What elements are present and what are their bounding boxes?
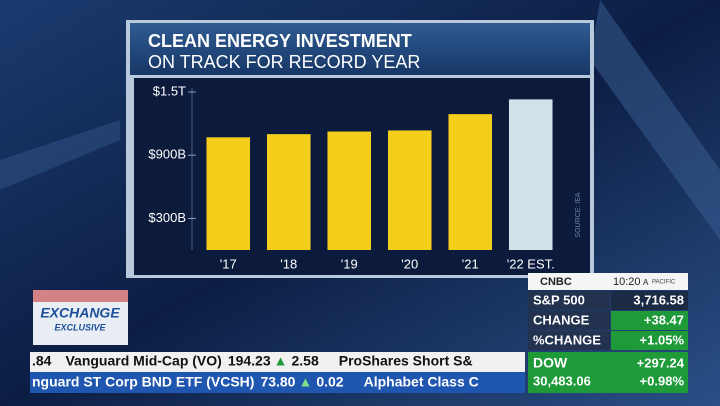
market-value-cell bbox=[611, 331, 688, 350]
market-label: %CHANGE bbox=[533, 332, 601, 347]
x-tick-label: '17 bbox=[220, 256, 237, 271]
bar bbox=[327, 131, 372, 250]
market-value-cell bbox=[611, 291, 688, 310]
x-tick-label: '20 bbox=[401, 256, 418, 271]
source-note: SOURCE: IEA bbox=[575, 192, 582, 237]
clock-ampm: A bbox=[643, 278, 649, 287]
chart-title: CLEAN ENERGY INVESTMENT bbox=[148, 31, 412, 51]
dow-pct: +0.98% bbox=[640, 373, 685, 388]
x-tick-label: '19 bbox=[341, 256, 358, 271]
clock-zone: PACIFIC bbox=[652, 280, 676, 286]
ticker-row1 bbox=[30, 352, 525, 372]
ticker-item: 194.23 bbox=[228, 353, 271, 369]
market-label-cell bbox=[528, 311, 610, 330]
market-value-cell bbox=[611, 311, 688, 330]
x-tick-label: '22 EST. bbox=[507, 256, 555, 271]
market-label: CHANGE bbox=[533, 312, 590, 327]
dow-label: DOW bbox=[533, 355, 568, 371]
bar bbox=[387, 130, 432, 250]
market-label-cell bbox=[528, 331, 610, 350]
y-tick-label: $900B bbox=[148, 147, 186, 162]
dow-value: 30,483.06 bbox=[533, 373, 591, 388]
network-logo: CNBC bbox=[540, 276, 572, 288]
bar bbox=[448, 114, 493, 251]
ticker-item: ProShares Short S& bbox=[339, 353, 473, 369]
title-box bbox=[130, 23, 590, 75]
ticker-item: ▲ bbox=[274, 353, 288, 369]
market-header bbox=[528, 273, 688, 290]
ticker-item: nguard ST Corp BND ETF (VCSH) bbox=[32, 374, 254, 390]
banner-line1: EXCHANGE bbox=[40, 305, 120, 321]
ticker-item: Vanguard Mid-Cap (VO) bbox=[65, 353, 221, 369]
ticker-item: ▲ bbox=[298, 374, 312, 390]
x-tick-label: '18 bbox=[280, 256, 297, 271]
clock-time: 10:20 bbox=[613, 276, 641, 288]
bar bbox=[206, 137, 251, 250]
ticker-row2 bbox=[30, 372, 525, 393]
dow-change: +297.24 bbox=[637, 355, 685, 370]
studio-beam bbox=[590, 0, 720, 240]
market-value: +1.05% bbox=[640, 332, 685, 347]
market-label: S&P 500 bbox=[533, 292, 585, 307]
y-tick-label: $1.5T bbox=[153, 83, 186, 98]
bar bbox=[266, 134, 311, 250]
ticker-item: 73.80 bbox=[260, 374, 295, 390]
studio-beam bbox=[0, 120, 120, 190]
ticker-item: 0.02 bbox=[316, 374, 343, 390]
dow-box bbox=[528, 352, 688, 393]
banner-line2: EXCLUSIVE bbox=[54, 322, 106, 332]
market-value: 3,716.58 bbox=[633, 292, 684, 307]
ticker-item: 2.58 bbox=[292, 353, 319, 369]
ticker-item: Alphabet Class C bbox=[364, 374, 479, 390]
chart-subtitle: ON TRACK FOR RECORD YEAR bbox=[148, 52, 420, 72]
market-label-cell bbox=[528, 291, 610, 310]
bar bbox=[508, 99, 553, 250]
market-value: +38.47 bbox=[644, 312, 684, 327]
ticker-item: .84 bbox=[32, 353, 52, 369]
y-tick-label: $300B bbox=[148, 210, 186, 225]
x-tick-label: '21 bbox=[462, 256, 479, 271]
banner-stripe bbox=[33, 290, 128, 302]
